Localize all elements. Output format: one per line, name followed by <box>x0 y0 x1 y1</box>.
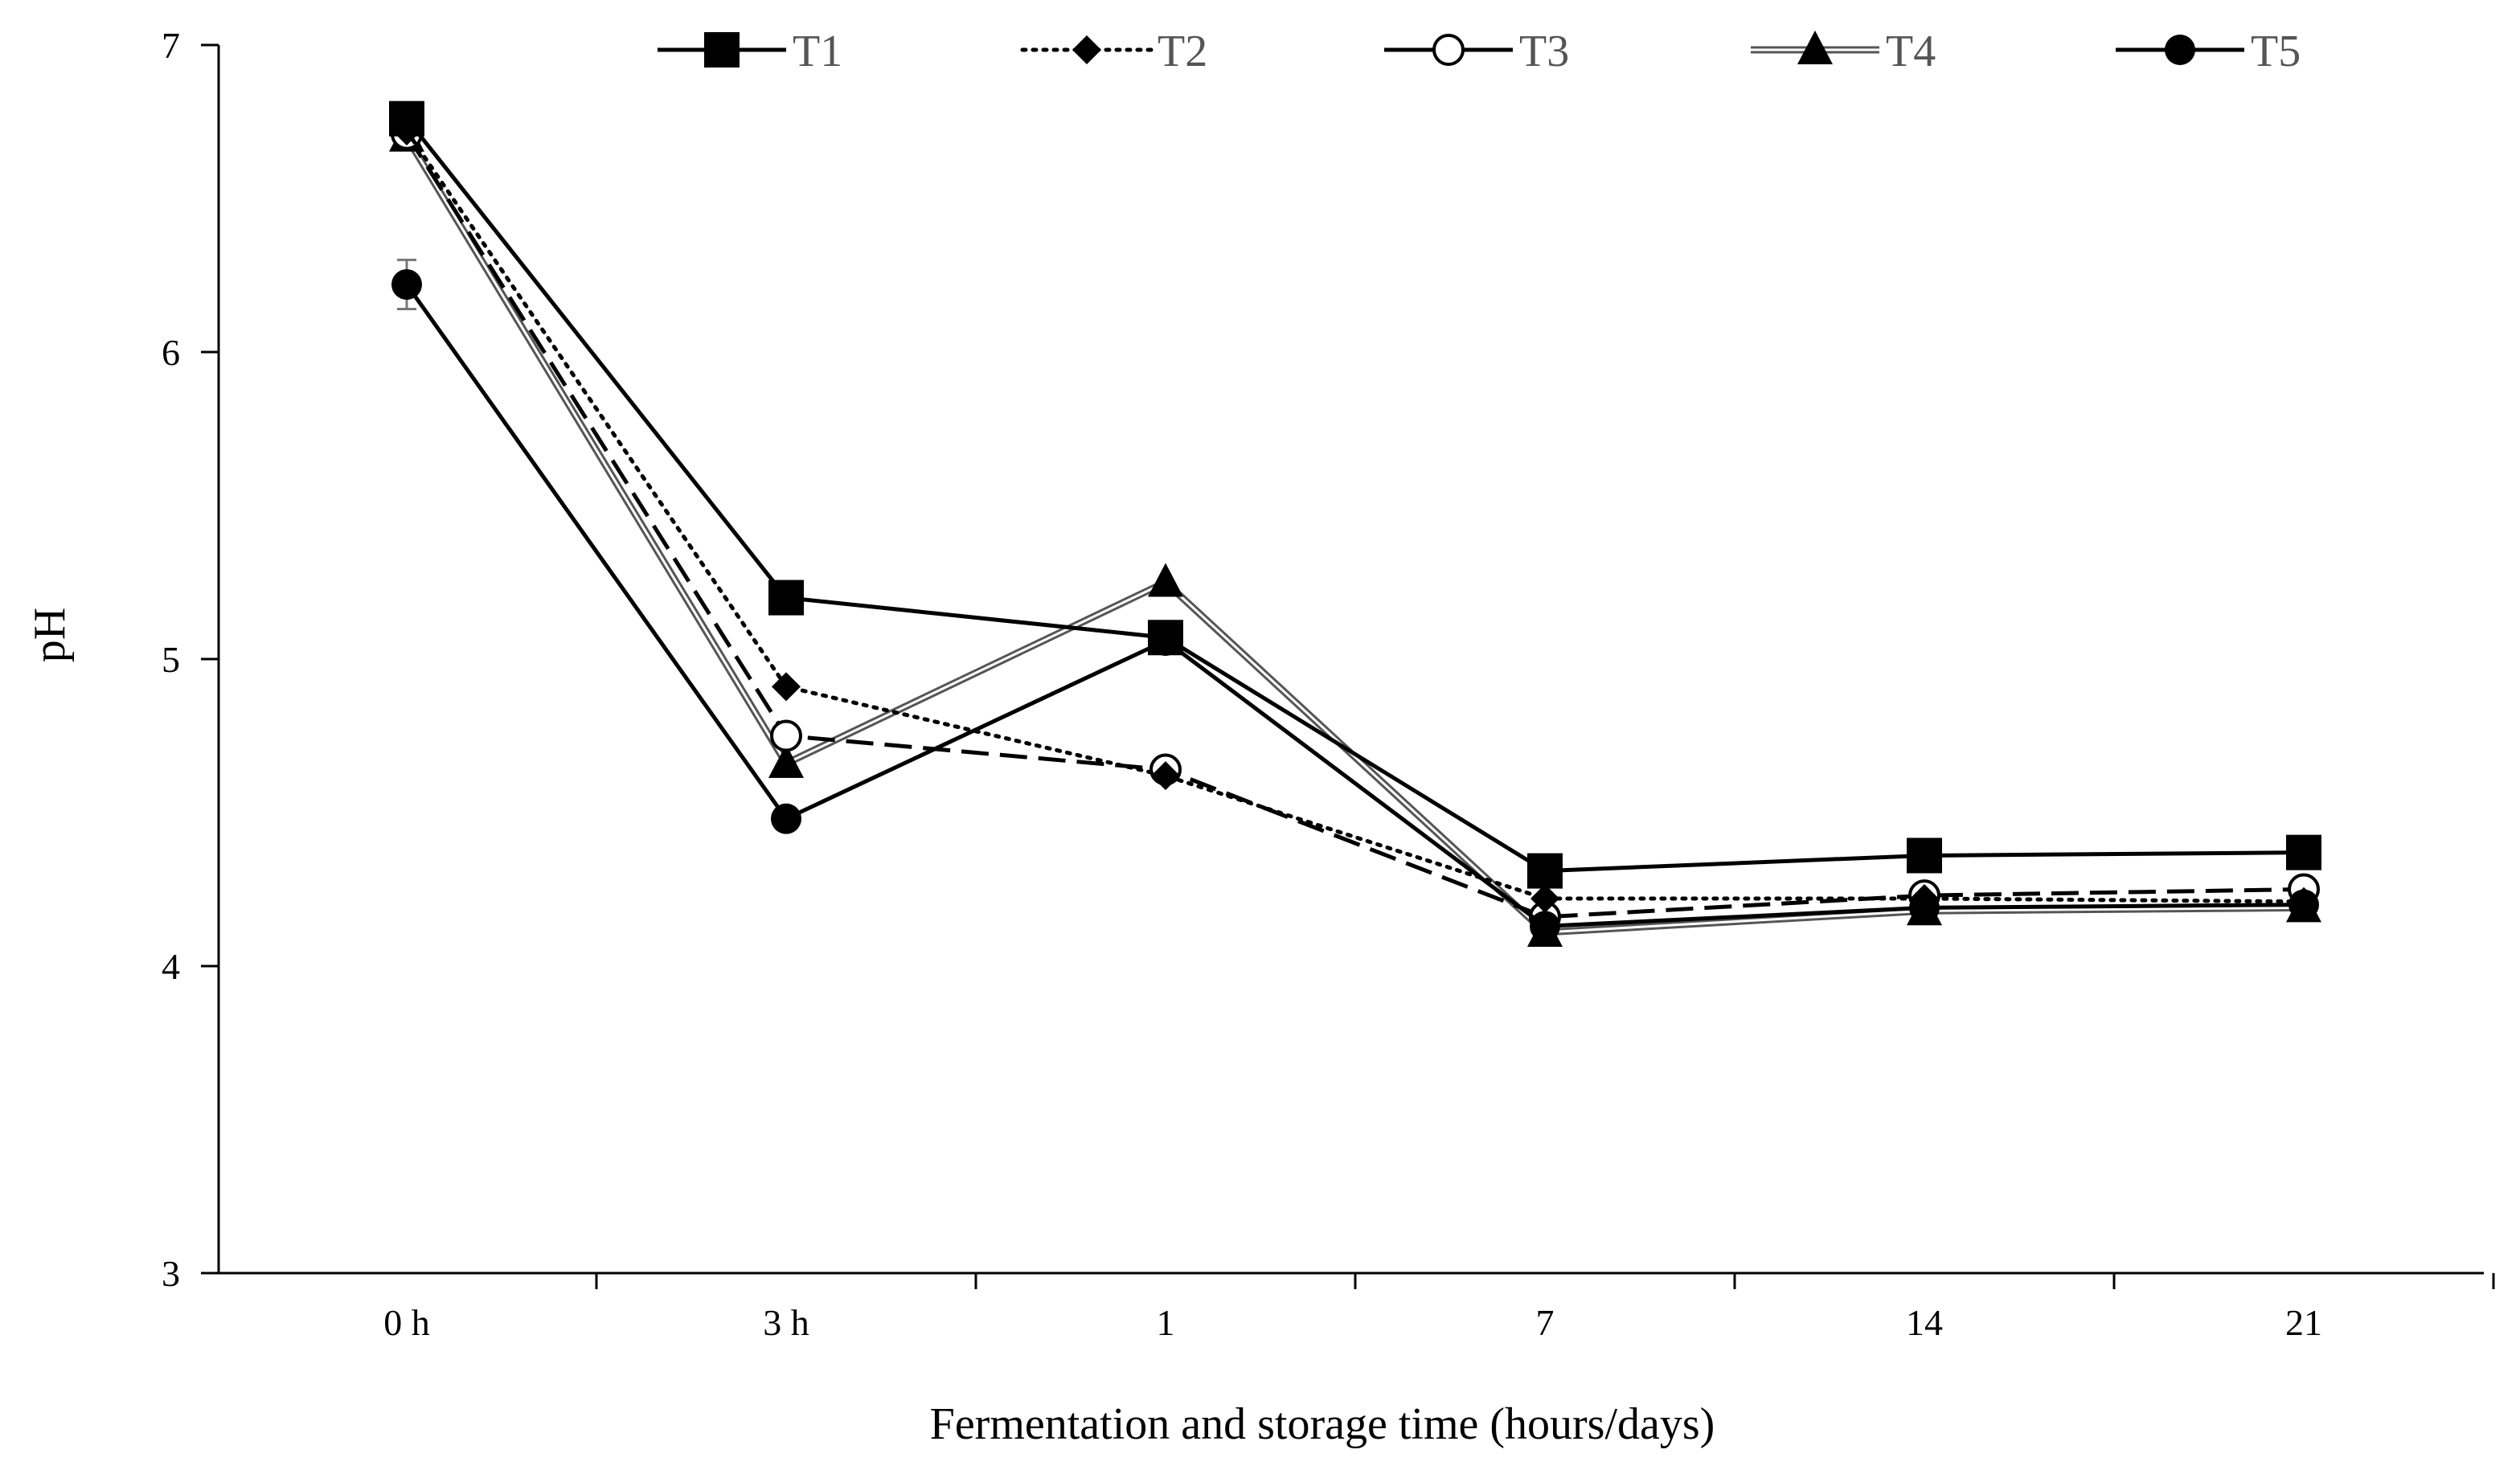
series-line-t5 <box>404 283 2305 928</box>
data-point-t4 <box>1148 563 1183 597</box>
y-tick-label: 4 <box>162 946 180 987</box>
series-line-t2 <box>404 129 2306 904</box>
legend-label-t2: T2 <box>1158 27 1207 76</box>
legend-label-t1: T1 <box>793 27 842 76</box>
data-point-t5 <box>771 803 801 834</box>
legend: T1 T2 T3 T4 T5 <box>658 27 2301 76</box>
y-tick-label: 6 <box>162 332 180 373</box>
data-point-t5 <box>1530 911 1560 942</box>
data-point-t2 <box>1151 761 1180 791</box>
series-t1 <box>389 100 2321 889</box>
series-line-t1 <box>405 117 2305 874</box>
axes: 3 4 5 6 7 0 h 3 h 1 7 14 21 <box>162 25 2495 1343</box>
legend-item-t2: T2 <box>1020 27 1207 76</box>
legend-marker-t4 <box>1797 31 1833 64</box>
data-point-t5 <box>391 268 422 300</box>
y-tick-label: 5 <box>162 639 180 680</box>
y-tick-label: 3 <box>162 1253 180 1294</box>
legend-item-t5: T5 <box>2116 27 2301 76</box>
legend-label-t4: T4 <box>1886 27 1936 76</box>
series-line-t3 <box>404 133 2305 919</box>
x-axis-title: Fermentation and storage time (hours/day… <box>930 1399 1715 1449</box>
legend-marker-t3 <box>1432 34 1465 66</box>
x-tick-label: 14 <box>1906 1302 1943 1343</box>
series-line-t4-outer <box>404 135 2305 936</box>
data-point-t2 <box>772 672 801 702</box>
data-point-t5 <box>1909 892 1940 923</box>
legend-label-t5: T5 <box>2251 27 2301 76</box>
series-layer <box>389 100 2321 947</box>
legend-marker-t1 <box>704 32 740 68</box>
data-point-t4 <box>768 743 804 778</box>
legend-label-t3: T3 <box>1519 27 1569 76</box>
legend-item-t1: T1 <box>658 27 842 76</box>
x-tick-label: 0 h <box>383 1302 430 1343</box>
legend-marker-t2 <box>1072 35 1101 64</box>
data-point-t2 <box>1530 883 1559 913</box>
legend-item-t3: T3 <box>1384 27 1569 76</box>
y-tick-label: 7 <box>162 25 180 66</box>
x-tick-label: 21 <box>2285 1302 2322 1343</box>
data-point-t1 <box>1907 837 1942 874</box>
legend-item-t4: T4 <box>1751 27 1936 76</box>
x-tick-label: 1 <box>1157 1302 1175 1343</box>
series-t2 <box>392 116 2318 916</box>
data-point-t5 <box>2288 889 2319 920</box>
series-t3 <box>391 117 2320 933</box>
data-point-t1 <box>389 100 424 137</box>
x-tick-label: 3 h <box>763 1302 809 1343</box>
data-point-t1 <box>2286 834 2321 870</box>
data-point-t3 <box>770 719 802 752</box>
data-point-t1 <box>1148 620 1183 656</box>
series-line-t4-inner <box>405 136 2305 934</box>
data-point-t1 <box>768 579 804 616</box>
series-t5 <box>391 258 2319 942</box>
y-axis-title: pH <box>25 608 75 662</box>
x-tick-label: 7 <box>1536 1302 1555 1343</box>
data-point-t1 <box>1527 853 1563 889</box>
legend-marker-t5 <box>2165 35 2195 65</box>
